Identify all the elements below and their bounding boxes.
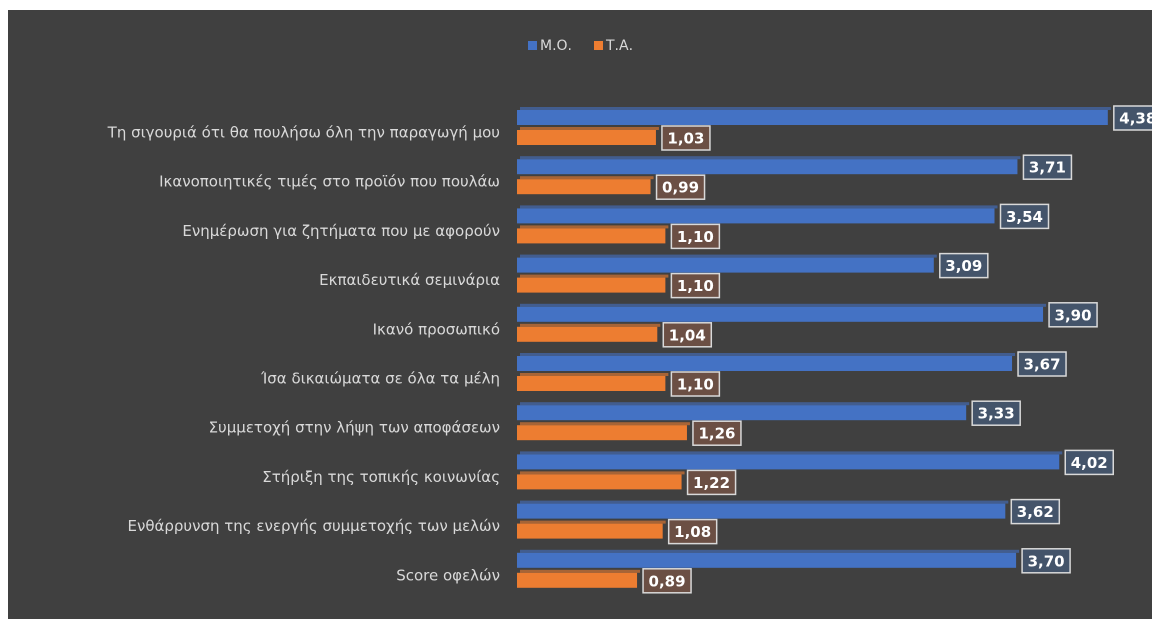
bar: [517, 179, 651, 195]
data-label: 3,54: [1006, 208, 1043, 226]
category-label: Ικανό προσωπικό: [373, 320, 500, 338]
bar: [517, 572, 638, 588]
bar-top: [520, 303, 1047, 307]
bar-top: [520, 176, 654, 180]
bar-top: [520, 225, 669, 229]
bar: [517, 425, 687, 441]
data-label-box: [670, 272, 721, 299]
category-label: Ενημέρωση για ζητήματα που με αφορούν: [182, 222, 500, 240]
data-label-box: [692, 420, 742, 446]
bar: [517, 474, 682, 490]
bar: [517, 356, 1013, 371]
legend-label: Μ.Ο.: [540, 38, 572, 54]
bar: [517, 326, 658, 342]
category-label: Ίσα δικαιώματα σε όλα τα μέλη: [260, 370, 500, 388]
bar: [517, 552, 1017, 568]
bar-top: [520, 205, 998, 209]
data-label-box: [939, 252, 989, 279]
data-label-box: [1017, 351, 1067, 377]
data-label: 3,71: [1029, 159, 1066, 177]
data-label: 1,04: [669, 326, 706, 344]
data-label-box: [642, 568, 692, 594]
data-label-box: [670, 223, 721, 250]
bar-top: [520, 500, 1009, 504]
bar-top: [520, 569, 641, 573]
data-label: 1,22: [693, 474, 730, 492]
data-label: 1,10: [677, 376, 714, 394]
category-label: Τη σιγουριά ότι θα πουλήσω όλη την παραγ…: [107, 124, 500, 142]
bar-top: [520, 451, 1063, 455]
bar-top: [520, 254, 937, 258]
bar: [517, 110, 1108, 125]
bar: [517, 306, 1044, 322]
category-label: Στήριξη της τοπικής κοινωνίας: [262, 468, 500, 486]
bar-top: [520, 520, 666, 524]
bar: [517, 523, 663, 539]
data-label-box: [655, 174, 706, 200]
data-label-box: [1048, 302, 1098, 328]
data-label: 3,70: [1028, 552, 1065, 570]
data-label-box: [1064, 449, 1115, 476]
data-label-box: [661, 125, 711, 151]
bar: [517, 257, 934, 273]
data-label-box: [670, 371, 721, 397]
bar: [517, 405, 967, 421]
data-label: 3,09: [945, 257, 982, 275]
category-label: Ικανοποιητικές τιμές στο προϊόν που πουλ…: [159, 173, 500, 191]
bar: [517, 228, 666, 244]
data-label: 3,90: [1055, 306, 1092, 324]
legend-label: Τ.Α.: [605, 38, 633, 54]
bar-top: [520, 373, 669, 376]
data-label: 4,38: [1119, 110, 1152, 128]
category-label: Συμμετοχή στην λήψη των αποφάσεων: [209, 419, 500, 437]
data-label-box: [1022, 154, 1073, 180]
legend-swatch: [594, 41, 603, 50]
bar-top: [520, 549, 1020, 553]
category-label: Ενθάρρυνση της ενεργής συμμετοχής των με…: [127, 517, 500, 535]
bar-top: [520, 402, 970, 406]
category-label: Εκπαιδευτικά σεμινάρια: [319, 271, 500, 289]
data-label-box: [999, 203, 1050, 230]
data-label: 3,33: [978, 405, 1015, 423]
data-label: 1,10: [677, 228, 714, 246]
bar-top: [520, 353, 1016, 356]
data-label: 3,62: [1017, 503, 1054, 521]
bar: [517, 454, 1060, 470]
data-label-box: [1010, 498, 1061, 525]
category-label: Score οφελών: [396, 566, 500, 584]
bar: [517, 503, 1006, 519]
bar-top: [520, 422, 690, 426]
data-label-box: [1113, 105, 1152, 131]
data-label: 3,67: [1024, 356, 1061, 374]
data-label: 1,10: [677, 277, 714, 295]
data-label-box: [1021, 548, 1071, 574]
bar-top: [520, 127, 659, 130]
data-label: 1,03: [667, 130, 704, 148]
data-label: 0,89: [649, 572, 686, 590]
legend-swatch: [528, 41, 537, 50]
data-label-box: [662, 322, 713, 348]
data-label-box: [667, 518, 718, 545]
data-label: 0,99: [662, 179, 699, 197]
bar-top: [520, 323, 661, 327]
bar-top: [520, 107, 1111, 110]
data-label-box: [686, 469, 737, 496]
bar-top: [520, 471, 685, 475]
bar: [517, 159, 1018, 175]
data-label: 1,26: [698, 425, 735, 443]
data-label: 1,08: [674, 523, 711, 541]
bar: [517, 376, 666, 391]
bar-top: [520, 274, 669, 278]
bar: [517, 277, 666, 293]
bar: [517, 208, 995, 224]
data-label: 4,02: [1071, 454, 1108, 472]
bar-top: [520, 156, 1021, 160]
bar: [517, 130, 656, 145]
data-label-box: [971, 400, 1021, 426]
